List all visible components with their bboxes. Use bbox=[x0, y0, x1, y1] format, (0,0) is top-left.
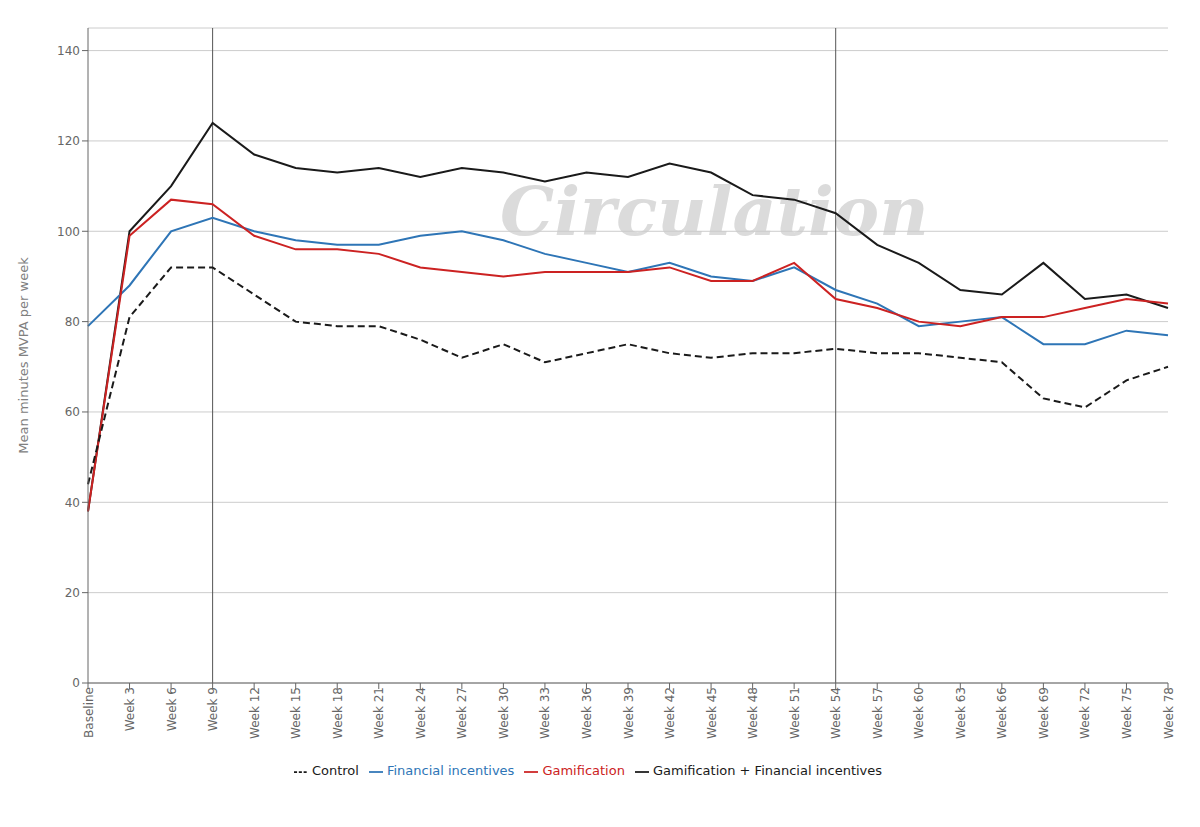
svg-text:Week 69: Week 69 bbox=[1037, 687, 1051, 739]
svg-text:Week 54: Week 54 bbox=[829, 687, 843, 739]
svg-text:Week 60: Week 60 bbox=[912, 687, 926, 739]
svg-text:40: 40 bbox=[65, 496, 80, 510]
svg-text:Week 72: Week 72 bbox=[1078, 687, 1092, 739]
svg-text:Week 39: Week 39 bbox=[622, 687, 636, 739]
svg-text:140: 140 bbox=[57, 44, 80, 58]
svg-text:Week 66: Week 66 bbox=[995, 687, 1009, 739]
svg-text:Week 75: Week 75 bbox=[1120, 687, 1134, 739]
svg-text:80: 80 bbox=[65, 315, 80, 329]
svg-text:Week 36: Week 36 bbox=[580, 687, 594, 739]
svg-text:Week 33: Week 33 bbox=[538, 687, 552, 739]
svg-text:Week 15: Week 15 bbox=[289, 687, 303, 739]
svg-text:Mean minutes MVPA per week: Mean minutes MVPA per week bbox=[16, 257, 31, 454]
html-text:Financial incentives: Financial incentives bbox=[386, 763, 515, 778]
svg-text:0: 0 bbox=[72, 676, 80, 690]
svg-text:Week 42: Week 42 bbox=[663, 687, 677, 739]
svg-text:120: 120 bbox=[57, 134, 80, 148]
svg-text:Week 78: Week 78 bbox=[1162, 687, 1176, 739]
svg-text:20: 20 bbox=[65, 586, 80, 600]
svg-text:Week 63: Week 63 bbox=[954, 687, 968, 739]
svg-text:Week 6: Week 6 bbox=[165, 687, 179, 731]
svg-text:Week 30: Week 30 bbox=[497, 687, 511, 739]
svg-text:60: 60 bbox=[65, 405, 80, 419]
svg-text:Week 9: Week 9 bbox=[206, 687, 220, 731]
svg-text:Week 51: Week 51 bbox=[788, 687, 802, 739]
svg-text:100: 100 bbox=[57, 225, 80, 239]
svg-text:Week 45: Week 45 bbox=[705, 687, 719, 739]
svg-text:Week 18: Week 18 bbox=[331, 687, 345, 739]
svg-text:Week 48: Week 48 bbox=[746, 687, 760, 739]
svg-text:Week 57: Week 57 bbox=[871, 687, 885, 739]
html-text:Circulation: Circulation bbox=[500, 171, 929, 252]
html-text:Gamification + Financial incen: Gamification + Financial incentives bbox=[652, 763, 883, 778]
svg-text:Week 12: Week 12 bbox=[248, 687, 262, 739]
svg-text:Week 3: Week 3 bbox=[123, 687, 137, 731]
html-text:Control: Control bbox=[311, 763, 359, 778]
svg-text:Week 21: Week 21 bbox=[372, 687, 386, 739]
html-text:Gamification: Gamification bbox=[542, 763, 625, 778]
svg-text:Baseline: Baseline bbox=[82, 687, 96, 738]
svg-text:Week 24: Week 24 bbox=[414, 687, 428, 739]
svg-text:Week 27: Week 27 bbox=[455, 687, 469, 739]
